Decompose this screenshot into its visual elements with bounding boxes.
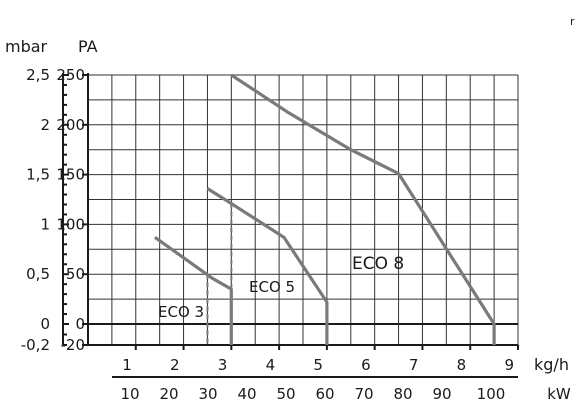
- eco3-curve: [153, 235, 233, 345]
- eco5-label: ECO 5: [249, 278, 295, 296]
- x-tick-label-flow: 9: [504, 356, 514, 374]
- eco8-curve: [230, 73, 496, 345]
- y-tick-label-pa: 0: [75, 315, 85, 333]
- y-tick-label-mbar: 2: [40, 116, 50, 134]
- y-unit-mbar: mbar: [5, 37, 48, 56]
- y-tick-label-pa: 200: [56, 116, 85, 134]
- y-tick-label-pa: 50: [66, 265, 85, 283]
- x-tick-label-flow: 3: [218, 356, 228, 374]
- y-tick-label-mbar: 1: [40, 215, 50, 233]
- y-tick-label-mbar: 1,5: [26, 166, 50, 184]
- y-tick-label-mbar: -0,2: [21, 336, 50, 354]
- eco8-label: ECO 8: [352, 254, 404, 274]
- x-tick-label-kw: 80: [393, 385, 412, 402]
- chart-axes: [62, 73, 519, 378]
- x-tick-label-kw: 10: [120, 385, 139, 402]
- eco5-curve: [206, 187, 329, 345]
- eco3-label: ECO 3: [158, 303, 204, 321]
- y-tick-label-pa: -20: [61, 336, 86, 354]
- corner-mark: r: [570, 15, 575, 28]
- y-tick-label-pa: 250: [56, 66, 85, 84]
- x-tick-label-flow: 2: [170, 356, 180, 374]
- x-tick-label-kw: 40: [237, 385, 256, 402]
- y-tick-label-pa: 100: [56, 215, 85, 233]
- x-tick-label-flow: 7: [409, 356, 419, 374]
- x-tick-label-kw: 100: [477, 385, 506, 402]
- x-tick-label-flow: 1: [122, 356, 132, 374]
- x-tick-label-kw: 30: [198, 385, 217, 402]
- x-tick-label-flow: 5: [313, 356, 323, 374]
- y-tick-label-mbar: 0,5: [26, 265, 50, 283]
- y-tick-label-mbar: 0: [40, 315, 50, 333]
- x-tick-label-kw: 90: [432, 385, 451, 402]
- x-tick-label-kw: 20: [159, 385, 178, 402]
- x-tick-label-flow: 4: [266, 356, 276, 374]
- y-tick-label-pa: 150: [56, 166, 85, 184]
- x-tick-label-kw: 50: [276, 385, 295, 402]
- y-unit-pa: PA: [78, 37, 98, 56]
- x-unit-flow: kg/h: [534, 355, 569, 374]
- x-tick-label-flow: 6: [361, 356, 371, 374]
- x-tick-label-kw: 60: [315, 385, 334, 402]
- chart-labels: 250 200 150 100 50 0 -20 2,5 2 1,5 1 0,5 0 -0,2 1 2 3 4 5 6…: [21, 66, 571, 402]
- chart-curves: [153, 73, 496, 345]
- y-tick-label-mbar: 2,5: [26, 66, 50, 84]
- x-tick-label-flow: 8: [457, 356, 467, 374]
- chart-grid: [88, 74, 519, 345]
- x-tick-label-kw: 70: [354, 385, 373, 402]
- x-tick-label-kw: kW: [547, 385, 571, 402]
